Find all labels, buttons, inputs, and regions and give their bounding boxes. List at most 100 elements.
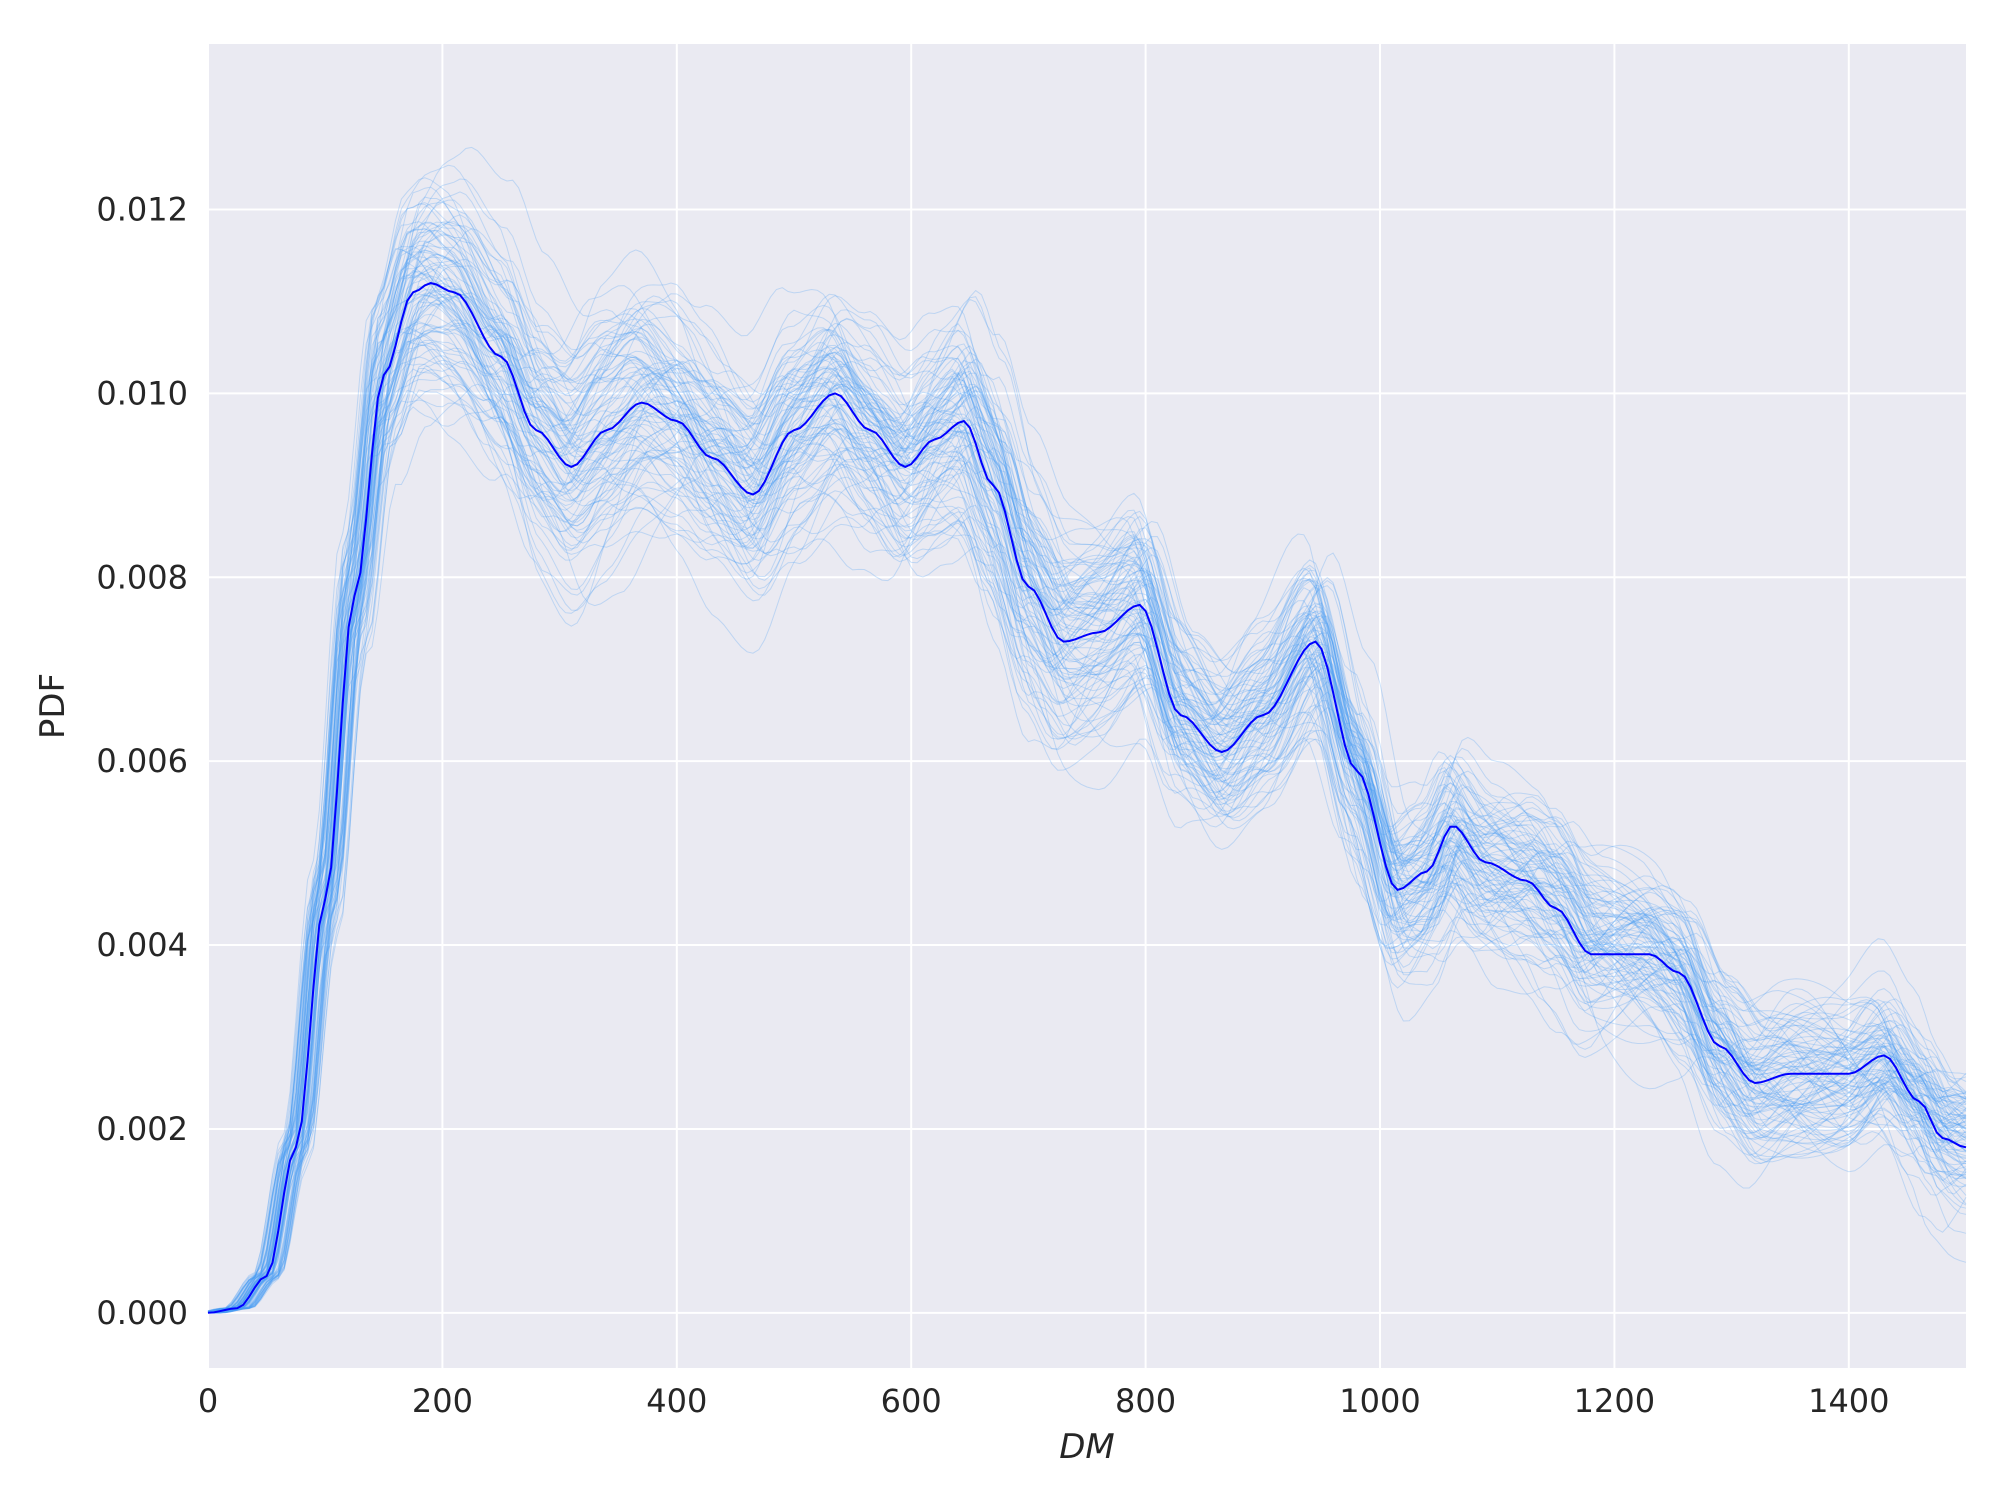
sample-curve — [207, 251, 1967, 1314]
sample-curve — [208, 341, 1967, 1314]
sample-curve — [208, 383, 1967, 1314]
sample-curve — [207, 253, 1967, 1314]
x-tick-labels: 0 200 400 600 800 1000 1200 1400 — [198, 1382, 1890, 1420]
sample-curve — [207, 384, 1967, 1314]
sample-curve — [207, 256, 1967, 1313]
sample-curve — [207, 264, 1967, 1313]
sample-curve — [208, 232, 1967, 1314]
sample-curve — [207, 348, 1967, 1314]
sample-curve — [207, 248, 1967, 1313]
sample-curve — [207, 293, 1967, 1312]
sample-curve — [208, 322, 1967, 1314]
sample-curve — [207, 276, 1967, 1313]
sample-curve — [207, 228, 1967, 1314]
sample-curve — [207, 365, 1967, 1314]
sample-curve — [207, 363, 1967, 1313]
plot-background — [208, 44, 1966, 1368]
sample-curve — [208, 229, 1967, 1314]
sample-curve — [207, 288, 1967, 1314]
x-tick-label: 400 — [646, 1382, 707, 1420]
sample-curve — [207, 340, 1967, 1314]
sample-curve — [208, 355, 1967, 1314]
sample-curve — [207, 228, 1967, 1314]
sample-curve — [207, 277, 1967, 1312]
sample-curve — [207, 389, 1967, 1314]
y-tick-label: 0.004 — [96, 926, 188, 964]
y-tick-label: 0.006 — [96, 742, 188, 780]
sample-curve — [208, 384, 1967, 1314]
sample-curve — [207, 244, 1967, 1313]
sample-curve — [207, 399, 1967, 1313]
sample-curve — [207, 259, 1967, 1314]
y-axis-label: PDF — [33, 673, 73, 739]
y-tick-label: 0.012 — [96, 191, 188, 229]
sample-curve — [208, 303, 1967, 1314]
y-tick-label: 0.010 — [96, 374, 188, 412]
sample-curve — [208, 178, 1967, 1314]
sample-curve — [207, 330, 1967, 1314]
sample-curve — [207, 222, 1967, 1314]
sample-curve — [208, 253, 1967, 1314]
sample-curve — [207, 324, 1967, 1314]
sample-curve — [208, 201, 1967, 1314]
y-tick-labels: 0.000 0.002 0.004 0.006 0.008 0.010 0.012 — [96, 191, 188, 1332]
sample-curve — [208, 265, 1967, 1314]
sample-curve — [207, 292, 1967, 1314]
sample-curve — [207, 202, 1967, 1313]
sample-curve — [207, 322, 1967, 1314]
x-tick-label: 600 — [881, 1382, 942, 1420]
sample-curve — [208, 265, 1967, 1314]
sample-curve — [208, 196, 1967, 1314]
sample-curve — [208, 368, 1967, 1314]
sample-curve — [207, 177, 1967, 1313]
sample-curve — [207, 191, 1967, 1314]
x-tick-label: 800 — [1115, 1382, 1176, 1420]
sample-curve — [207, 221, 1967, 1314]
sample-curve — [207, 322, 1967, 1312]
sample-curve — [207, 288, 1967, 1314]
sample-curve — [207, 268, 1967, 1314]
sample-curve — [208, 228, 1967, 1314]
sample-curve — [208, 282, 1967, 1314]
sample-curves — [207, 146, 1967, 1314]
sample-curve — [208, 258, 1967, 1314]
sample-curve — [207, 275, 1967, 1314]
sample-curve — [207, 164, 1967, 1313]
sample-curve — [208, 341, 1967, 1314]
sample-curve — [208, 229, 1967, 1314]
sample-curve — [207, 245, 1967, 1312]
sample-curve — [208, 221, 1967, 1314]
sample-curve — [207, 329, 1967, 1314]
sample-curve — [207, 374, 1967, 1312]
y-tick-label: 0.008 — [96, 558, 188, 596]
sample-curve — [207, 321, 1967, 1312]
sample-curve — [208, 292, 1967, 1314]
sample-curve — [207, 270, 1967, 1312]
sample-curve — [207, 294, 1967, 1314]
sample-curve — [207, 245, 1967, 1313]
sample-curve — [208, 301, 1967, 1314]
x-tick-label: 1200 — [1574, 1382, 1655, 1420]
sample-curve — [207, 214, 1967, 1314]
sample-curve — [207, 199, 1967, 1313]
sample-curve — [208, 285, 1967, 1314]
sample-curve — [207, 203, 1967, 1313]
sample-curve — [207, 269, 1967, 1314]
sample-curve — [207, 186, 1967, 1314]
sample-curve — [208, 389, 1967, 1314]
x-tick-label: 1400 — [1808, 1382, 1889, 1420]
x-tick-label: 200 — [412, 1382, 473, 1420]
sample-curve — [208, 221, 1967, 1314]
sample-curve — [207, 274, 1967, 1313]
sample-curve — [207, 331, 1967, 1312]
sample-curve — [208, 293, 1967, 1314]
sample-curve — [207, 339, 1967, 1313]
x-tick-label: 1000 — [1339, 1382, 1420, 1420]
x-axis-label: DM — [1059, 1427, 1115, 1467]
sample-curve — [208, 146, 1967, 1314]
sample-curve — [207, 313, 1967, 1314]
sample-curve — [207, 240, 1967, 1313]
sample-curve — [208, 299, 1967, 1314]
sample-curve — [208, 295, 1967, 1314]
